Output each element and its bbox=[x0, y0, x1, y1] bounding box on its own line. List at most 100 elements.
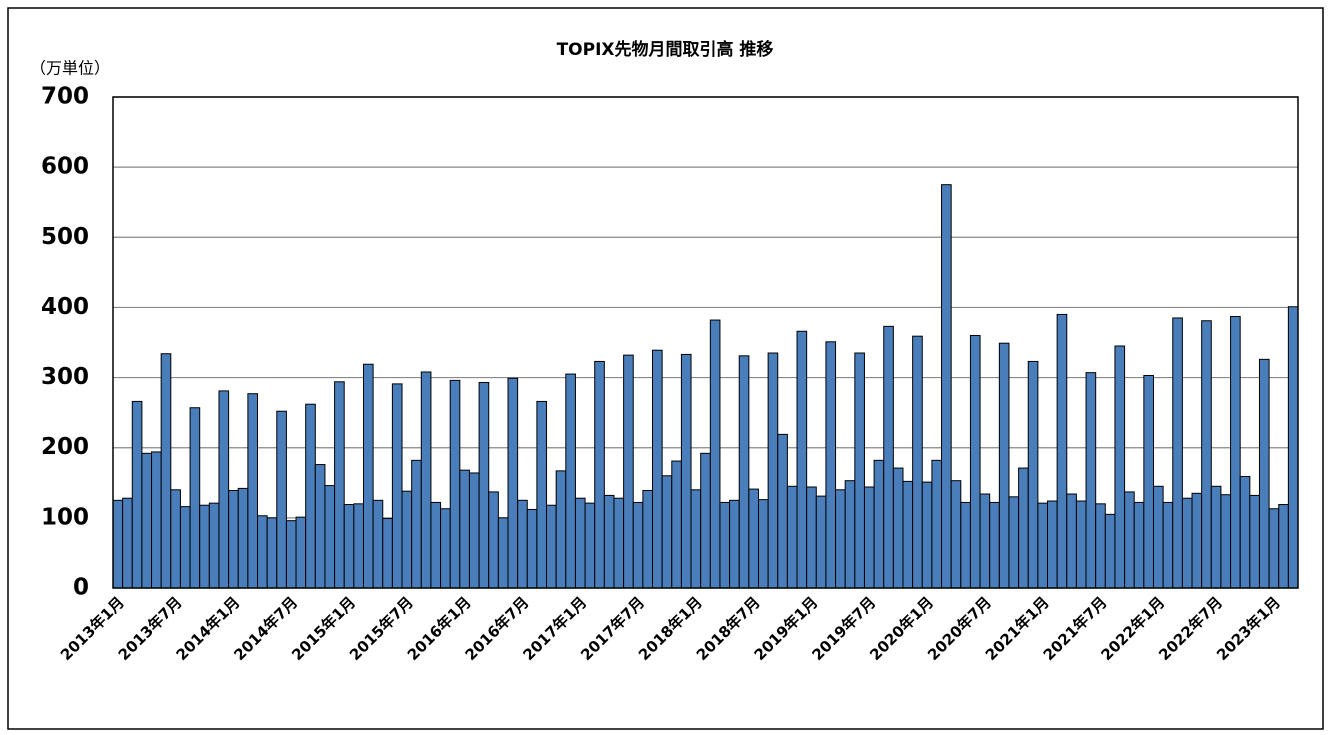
bar bbox=[652, 349, 663, 589]
chart-title: TOPIX先物月間取引高 推移 bbox=[557, 39, 774, 60]
bar bbox=[353, 503, 364, 589]
bar bbox=[1085, 372, 1097, 589]
bar bbox=[488, 491, 499, 589]
bar bbox=[1220, 494, 1232, 589]
bar bbox=[1239, 475, 1251, 589]
y-tick-label: 400 bbox=[41, 294, 89, 320]
bar bbox=[767, 352, 779, 589]
bar bbox=[748, 488, 759, 589]
y-tick-label: 700 bbox=[41, 84, 89, 110]
bar bbox=[1191, 492, 1203, 589]
bar bbox=[285, 520, 297, 589]
bar bbox=[969, 334, 981, 589]
bar bbox=[228, 490, 239, 589]
bar bbox=[295, 516, 307, 589]
bar bbox=[729, 499, 740, 589]
bar bbox=[1066, 493, 1077, 589]
bar bbox=[1008, 496, 1020, 589]
bar bbox=[584, 502, 596, 589]
bar bbox=[902, 480, 914, 589]
bar bbox=[777, 433, 788, 589]
bar bbox=[835, 489, 846, 589]
bar bbox=[1124, 491, 1135, 589]
bar bbox=[314, 464, 326, 589]
bar bbox=[324, 485, 336, 589]
bar bbox=[960, 501, 971, 589]
bar bbox=[632, 501, 644, 589]
bar bbox=[1249, 494, 1260, 589]
bar bbox=[382, 518, 393, 589]
bar bbox=[671, 460, 682, 589]
bar bbox=[459, 469, 470, 589]
bar bbox=[1172, 317, 1183, 589]
bar bbox=[1201, 320, 1212, 589]
bar bbox=[449, 379, 461, 589]
bar bbox=[517, 499, 528, 589]
bar bbox=[507, 377, 519, 589]
bar bbox=[160, 353, 172, 589]
bar bbox=[574, 497, 586, 589]
bar bbox=[603, 494, 615, 589]
bar bbox=[257, 515, 268, 589]
bar bbox=[786, 485, 798, 589]
bar bbox=[1114, 345, 1126, 589]
y-tick-label: 300 bbox=[41, 364, 89, 390]
bar bbox=[623, 354, 634, 589]
bar bbox=[266, 517, 278, 589]
bar bbox=[863, 486, 875, 589]
bar bbox=[237, 487, 249, 589]
bar bbox=[170, 489, 181, 589]
y-axis-label: （万単位） bbox=[30, 59, 110, 78]
bar bbox=[362, 363, 374, 589]
bar bbox=[555, 470, 567, 589]
bar bbox=[334, 381, 345, 589]
y-tick-label: 200 bbox=[41, 434, 89, 460]
bar bbox=[1258, 358, 1270, 589]
bar bbox=[815, 495, 827, 589]
bar bbox=[661, 475, 673, 589]
bar bbox=[1027, 360, 1039, 589]
bar bbox=[1095, 503, 1106, 589]
bar bbox=[372, 499, 384, 589]
bar bbox=[690, 489, 702, 589]
bar bbox=[122, 497, 133, 589]
bar bbox=[854, 352, 865, 589]
bar bbox=[218, 390, 230, 589]
bar bbox=[844, 480, 856, 589]
bar bbox=[1152, 485, 1164, 589]
bar bbox=[719, 501, 731, 589]
bar bbox=[247, 393, 259, 589]
bar bbox=[1230, 316, 1241, 589]
bar bbox=[131, 400, 143, 589]
bar bbox=[1278, 504, 1289, 589]
bar bbox=[1210, 485, 1222, 589]
bar bbox=[1018, 467, 1029, 589]
bar bbox=[594, 360, 605, 589]
bar bbox=[1268, 508, 1280, 589]
bar bbox=[757, 499, 769, 589]
bar bbox=[420, 371, 432, 589]
bar bbox=[305, 403, 316, 589]
y-tick-label: 100 bbox=[41, 504, 89, 530]
plot-border bbox=[112, 96, 1299, 589]
bar bbox=[1037, 502, 1049, 589]
bar bbox=[989, 501, 1000, 589]
bar bbox=[468, 472, 480, 589]
chart-frame bbox=[7, 7, 1324, 730]
bar bbox=[912, 335, 923, 589]
bar bbox=[430, 501, 442, 589]
bar bbox=[208, 502, 220, 589]
bar bbox=[546, 504, 557, 589]
bar bbox=[931, 459, 943, 589]
bar bbox=[440, 508, 451, 589]
bar bbox=[1162, 501, 1174, 589]
bar bbox=[526, 508, 538, 589]
bar bbox=[941, 184, 952, 589]
bar bbox=[189, 407, 201, 589]
bar bbox=[276, 410, 287, 589]
bar bbox=[998, 342, 1010, 589]
bar bbox=[709, 319, 721, 589]
bar bbox=[565, 373, 576, 589]
bar bbox=[979, 493, 991, 589]
